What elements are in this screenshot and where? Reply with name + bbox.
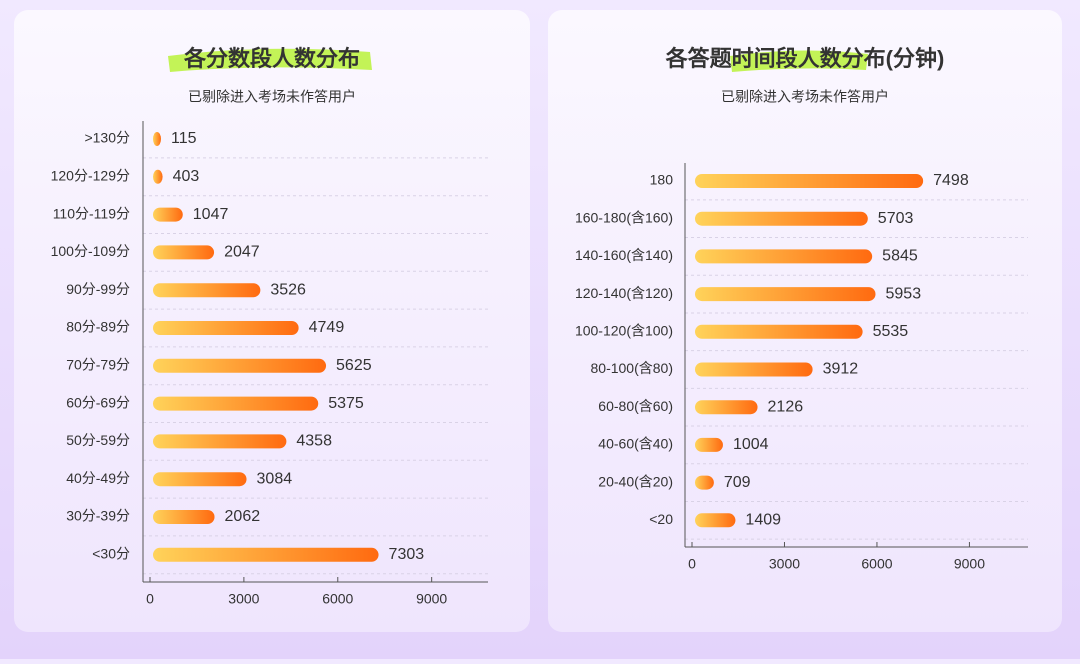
- bar: [153, 169, 163, 184]
- x-tick-label: 0: [688, 556, 696, 572]
- value-label: 4358: [296, 433, 332, 450]
- bar: [695, 475, 714, 490]
- value-label: 2047: [224, 244, 260, 261]
- chart-title: 各答题时间段人数分布(分钟): [665, 46, 945, 71]
- bar: [695, 400, 758, 415]
- chart-subtitle: 已剔除进入考场未作答用户: [721, 89, 889, 105]
- y-tick-label: 40-60(含40): [598, 436, 673, 452]
- bar: [153, 434, 287, 449]
- value-label: 1409: [745, 512, 781, 529]
- y-tick-label: 50分-59分: [66, 432, 130, 448]
- y-tick-label: 140-160(含140): [575, 247, 673, 263]
- bar: [153, 207, 183, 222]
- value-label: 5845: [882, 248, 918, 265]
- value-label: 3912: [823, 361, 859, 378]
- chart-title: 各分数段人数分布: [183, 46, 360, 71]
- x-tick-label: 9000: [954, 556, 985, 572]
- y-tick-label: 90分-99分: [66, 281, 130, 297]
- y-tick-label: 100分-109分: [51, 243, 130, 259]
- value-label: 5953: [886, 285, 922, 302]
- value-label: 3526: [270, 281, 306, 298]
- value-label: 709: [724, 474, 751, 491]
- value-label: 1047: [193, 206, 229, 223]
- value-label: 5535: [873, 323, 909, 340]
- bar: [153, 510, 215, 524]
- value-label: 4749: [309, 319, 345, 336]
- bar: [153, 283, 261, 298]
- value-label: 3084: [257, 470, 293, 487]
- highlight: [730, 50, 868, 72]
- bar: [153, 132, 161, 146]
- y-tick-label: >130分: [84, 130, 130, 146]
- value-label: 5625: [336, 357, 372, 374]
- y-tick-label: 80分-89分: [66, 319, 130, 335]
- y-tick-label: 110分-119分: [53, 205, 130, 221]
- y-tick-label: 20-40(含20): [598, 473, 673, 489]
- chart-subtitle: 已剔除进入考场未作答用户: [188, 89, 356, 105]
- y-tick-label: 160-180(含160): [575, 209, 673, 225]
- value-label: 2126: [768, 398, 804, 415]
- highlight: [168, 48, 372, 72]
- bar: [695, 211, 868, 226]
- x-tick-label: 3000: [769, 556, 800, 572]
- y-tick-label: 70分-79分: [66, 357, 130, 373]
- bar: [153, 358, 327, 373]
- value-label: 5703: [878, 210, 914, 227]
- value-label: 5375: [328, 395, 364, 412]
- y-tick-label: 80-100(含80): [591, 360, 674, 376]
- value-label: 7498: [933, 172, 969, 189]
- x-tick-label: 0: [146, 591, 154, 607]
- card: [548, 10, 1062, 632]
- bar: [695, 287, 876, 302]
- bar: [695, 362, 813, 377]
- bar: [153, 321, 299, 335]
- y-tick-label: 30分-39分: [66, 508, 130, 524]
- value-label: 1004: [733, 436, 769, 453]
- bar: [153, 245, 215, 260]
- bar: [695, 324, 863, 339]
- value-label: 115: [171, 130, 197, 147]
- y-tick-label: 120-140(含120): [575, 285, 673, 301]
- y-tick-label: 120分-129分: [51, 168, 130, 184]
- y-tick-label: 60-80(含60): [598, 398, 673, 414]
- x-tick-label: 6000: [322, 591, 353, 607]
- y-tick-label: <20: [649, 511, 673, 527]
- bar: [153, 547, 379, 562]
- value-label: 403: [173, 168, 200, 185]
- bar: [695, 513, 736, 528]
- y-tick-label: 60分-69分: [66, 394, 130, 410]
- y-tick-label: 100-120(含100): [575, 323, 673, 339]
- x-tick-label: 6000: [861, 556, 892, 572]
- bar: [153, 396, 319, 411]
- value-label: 2062: [225, 508, 261, 525]
- y-tick-label: 180: [650, 172, 674, 188]
- x-tick-label: 9000: [416, 591, 447, 607]
- y-tick-label: <30分: [92, 546, 130, 562]
- value-label: 7303: [389, 546, 425, 563]
- bar: [695, 437, 723, 452]
- bar: [153, 472, 247, 487]
- bar: [695, 174, 924, 188]
- y-tick-label: 40分-49分: [66, 470, 130, 486]
- x-tick-label: 3000: [228, 591, 259, 607]
- bar: [695, 249, 873, 264]
